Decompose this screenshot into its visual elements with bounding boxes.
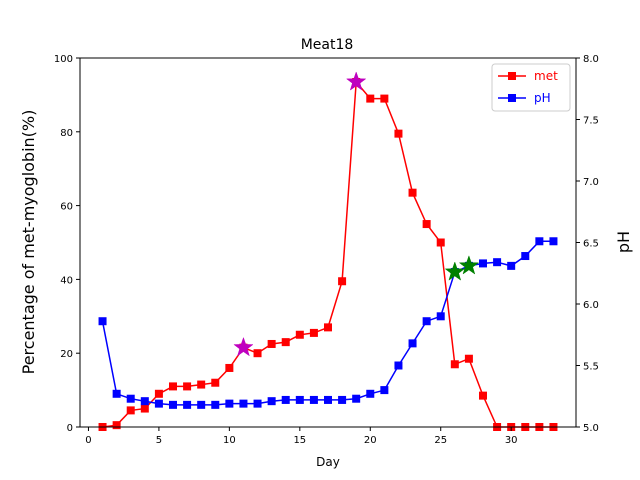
x-axis: 0 5 10 15 20 25 30 [85,427,518,446]
y-left-tick-label: 60 [60,202,73,213]
series-met-point [197,380,206,389]
series-met-point [464,354,473,363]
series-met-point [211,378,220,387]
x-axis-label: Day [316,455,340,469]
series-ph-point [211,400,220,409]
series-met-point [253,349,262,358]
highlight-star-marker [345,71,367,91]
series-met-point [225,363,234,372]
series-ph-point [281,395,290,404]
series-ph-point [239,399,248,408]
y-left-tick-label: 80 [60,128,73,139]
legend-box [491,63,571,112]
series-ph-point [422,317,431,326]
series-ph-point [126,394,135,403]
y-right-tick-label: 7.0 [583,177,599,188]
plot-frame [79,57,577,428]
series-met-point [295,330,304,339]
series-ph-point [183,400,192,409]
series-ph-point [366,389,375,398]
y-right-tick-label: 6.5 [583,239,599,250]
highlight-star-marker [458,255,480,275]
legend-ph-label: pH [534,91,551,105]
series-ph-point [507,261,516,270]
series-ph-point [154,399,163,408]
series-met-point [338,277,347,286]
y-left-tick-label: 20 [60,349,73,360]
x-tick-label: 30 [505,435,518,446]
series-met-point [408,188,417,197]
y-right-tick-label: 6.0 [583,300,599,311]
legend-met-label: met [534,69,558,83]
series-met-point [450,360,459,369]
series-met-point [140,404,149,413]
y-axis-left-label: Percentage of met-myoglobin(%) [19,110,38,375]
series-ph-point [253,399,262,408]
legend-ph-marker [508,94,516,102]
y-left-tick-label: 0 [67,423,73,434]
y-right-tick-label: 7.5 [583,116,599,127]
series-ph-point [549,237,558,246]
series-ph-point [112,389,121,398]
y-right-tick-label: 5.5 [583,362,599,373]
y-left-tick-label: 40 [60,275,73,286]
series-ph-point [225,399,234,408]
series-ph-point [338,395,347,404]
series-ph-point [380,386,389,395]
series-met-point [479,391,487,400]
x-tick-label: 25 [434,435,447,446]
legend: met pH [491,63,571,112]
series-met-point [267,339,276,348]
series-met-point [183,382,192,391]
series-met-line [102,80,554,428]
highlight-star-marker [444,261,466,281]
series-met-point [281,338,290,347]
legend-met-marker [508,72,516,80]
series-met-point [309,328,318,337]
series-ph-point [408,339,417,348]
chart-title: Meat18 [301,37,354,53]
series-ph-point [267,397,276,406]
y-axis-right-label: pH [614,231,633,253]
y-axis-right: 5.0 5.5 6.0 6.5 7.0 7.5 8.0 [576,54,599,434]
y-right-tick-label: 5.0 [583,423,599,434]
highlight-star-marker [233,336,254,357]
x-tick-label: 10 [223,435,236,446]
series-ph-point [394,361,403,370]
series-ph-point [535,237,544,246]
series-met-point [324,323,332,332]
series-met-point [422,220,431,229]
series-ph-point [197,400,206,409]
series-met-point [154,389,163,398]
series-met-point [436,238,445,247]
series-ph-point [140,397,149,406]
y-axis-left: 0 20 40 60 80 100 [54,54,80,434]
series-ph-point [295,395,304,404]
series-ph-point [436,312,445,321]
plot-area [98,71,558,431]
series-met-point [366,94,375,103]
series-ph-point [169,400,177,409]
series-met-point [169,382,177,391]
series-ph-point [324,395,332,404]
y-left-tick-label: 100 [54,54,73,65]
series-ph-point [479,259,487,268]
series-met-point [380,94,389,103]
x-tick-label: 5 [156,435,162,446]
series-ph-point [352,394,361,403]
y-right-tick-label: 8.0 [583,54,599,65]
series-ph-point [521,252,530,261]
series-ph-point [493,258,502,267]
x-tick-label: 15 [293,435,306,446]
x-tick-label: 20 [364,435,377,446]
series-ph-point [309,395,318,404]
series-ph-point [98,317,107,326]
series-met-point [126,406,135,415]
x-tick-label: 0 [85,435,91,446]
series-met-point [112,421,121,430]
series-met-point [394,129,403,138]
